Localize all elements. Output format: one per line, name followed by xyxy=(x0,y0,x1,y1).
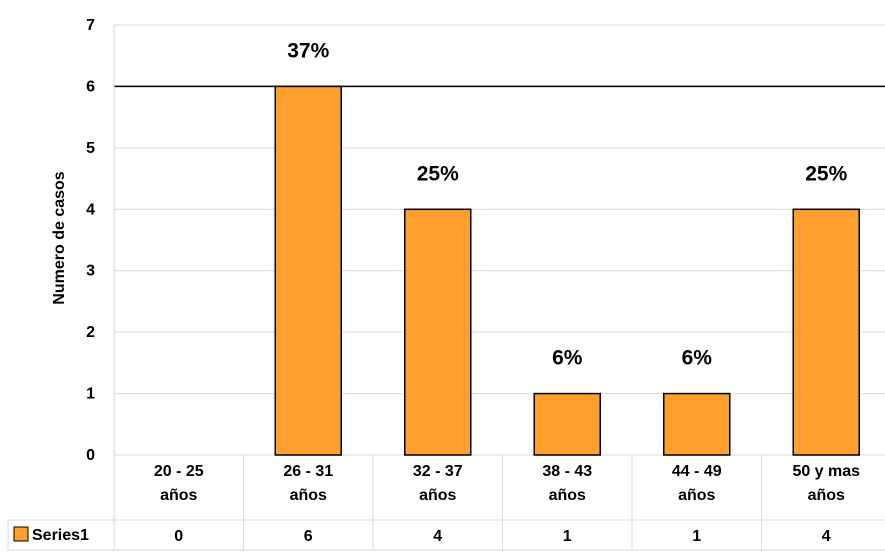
data-label: 6% xyxy=(682,347,713,370)
y-tick-label: 5 xyxy=(86,140,95,157)
bars xyxy=(274,85,860,456)
y-tick-label: 2 xyxy=(86,324,95,341)
y-axis-label: Numero de casos xyxy=(51,171,68,304)
table-value-cell: 4 xyxy=(822,528,831,545)
bar xyxy=(404,208,472,456)
bar xyxy=(533,392,601,456)
y-tick-label: 1 xyxy=(86,386,95,403)
y-tick-label: 0 xyxy=(86,447,95,464)
gridlines xyxy=(114,24,885,456)
category-label: 50 y mas años xyxy=(792,463,860,504)
data-label: 6% xyxy=(552,347,583,370)
bar xyxy=(274,85,342,456)
data-table: 20 - 25 años 26 - 31 años 32 - 37 años 38 - 43… xyxy=(7,455,885,551)
series-name: Series1 xyxy=(32,527,89,544)
category-label: 32 - 37 años xyxy=(413,463,463,504)
y-tick-label: 7 xyxy=(86,17,95,34)
y-tick-label: 3 xyxy=(86,263,95,280)
table-value-cell: 0 xyxy=(174,528,183,545)
bar xyxy=(663,392,731,456)
table-value-cell: 1 xyxy=(563,528,572,545)
category-label: 26 - 31 años xyxy=(283,463,333,504)
data-labels: 37% 25% 6% 6% 25% xyxy=(287,39,847,369)
category-label: 44 - 49 años xyxy=(672,463,722,504)
table-value-cell: 6 xyxy=(304,528,313,545)
category-label: 20 - 25 años xyxy=(154,463,204,504)
y-axis: 0 1 2 3 4 5 6 7 xyxy=(86,17,115,464)
data-label: 37% xyxy=(287,39,329,62)
legend-key xyxy=(13,526,29,542)
y-tick-label: 6 xyxy=(86,78,95,95)
bar xyxy=(792,208,860,456)
y-tick-label: 4 xyxy=(86,201,95,218)
data-label: 25% xyxy=(417,162,459,185)
data-label: 25% xyxy=(805,162,847,185)
category-label: 38 - 43 años xyxy=(542,463,592,504)
table-value-cell: 4 xyxy=(433,528,442,545)
table-value-cell: 1 xyxy=(692,528,701,545)
